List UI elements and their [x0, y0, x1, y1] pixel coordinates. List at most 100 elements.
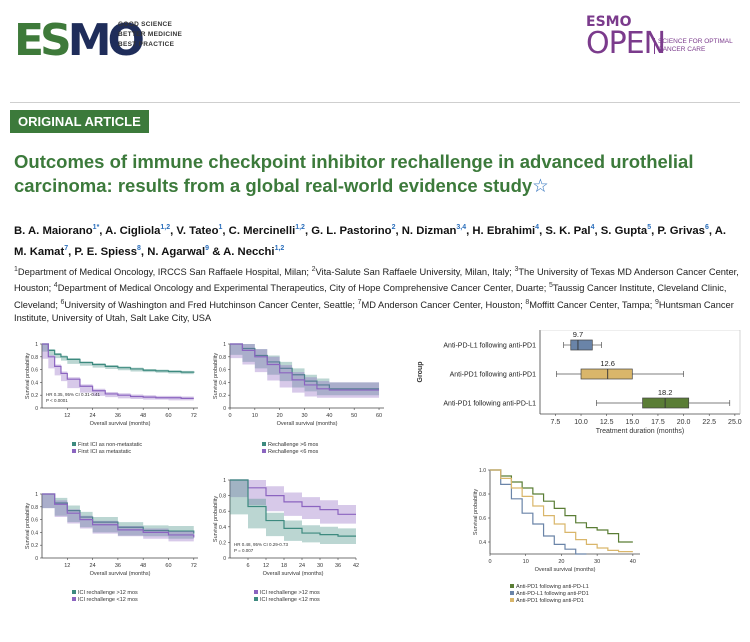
legend-entry: ICI rechallenge <12 mos	[78, 597, 138, 603]
author-name: C. Mercinelli	[228, 224, 296, 237]
author-name: B. A. Maiorano	[14, 224, 93, 237]
survival-curve	[490, 469, 633, 553]
x-tick-label: 40	[630, 559, 636, 565]
affiliation-number: 1	[14, 266, 18, 273]
x-tick-label: 6	[246, 563, 249, 569]
y-tick-label: 0.4	[479, 540, 486, 546]
star-icon[interactable]: ☆	[532, 175, 549, 196]
x-tick-label: 36	[115, 563, 121, 569]
x-axis-label: Overall survival (months)	[535, 567, 596, 573]
median-label: 18.2	[658, 388, 673, 397]
affiliation-number: 8	[525, 298, 530, 306]
affiliation-text: Department of Medical Oncology and Exper…	[57, 283, 549, 294]
legend-swatch	[510, 591, 514, 595]
x-tick-label: 10.0	[574, 419, 588, 426]
hazard-ratio-label: HR 0.35, 95% CI 0.31-0.41	[46, 392, 101, 397]
author-name: A. Cigliola	[105, 224, 161, 237]
y-tick-label: 0	[223, 556, 226, 562]
confidence-band	[42, 494, 194, 539]
esmo-logo: ESMO	[14, 15, 145, 66]
legend-entry: Anti-PD1 following anti-PD1	[516, 598, 584, 604]
legend-swatch	[254, 597, 258, 601]
survival-curve	[230, 343, 380, 391]
y-tick-label: 0	[223, 406, 226, 412]
affiliation-text: Taussig Cancer Institute, Cleveland Clin…	[14, 283, 727, 310]
legend-entry: Rechallenge >6 mos	[268, 442, 319, 448]
confidence-band	[42, 494, 194, 542]
author-affiliation-ref: 2	[391, 224, 396, 231]
x-tick-label: 15.0	[625, 419, 639, 426]
affiliation-text: Vita-Salute San Raffaele University, Mil…	[315, 267, 515, 278]
y-tick-label: 1	[35, 342, 38, 348]
y-axis-label: Survival probability	[25, 353, 31, 399]
affiliation-text: MD Anderson Cancer Center, Houston;	[361, 299, 526, 310]
journal-brand-top: ESMO	[586, 14, 632, 30]
y-tick-label: 0.6	[31, 518, 38, 524]
x-tick-label: 0	[228, 413, 231, 419]
y-axis-label: Survival probability	[213, 496, 219, 542]
x-tick-label: 25.0	[728, 419, 742, 426]
x-axis-label: Treatment duration (months)	[596, 428, 684, 435]
y-tick-label: 0.4	[31, 530, 38, 536]
y-tick-label: 0.4	[219, 525, 226, 531]
author-affiliation-ref: 3,4	[456, 224, 467, 231]
affiliation-text: Huntsman Cancer Institute, University of…	[14, 299, 734, 323]
x-axis-label: Overall survival (months)	[90, 571, 151, 577]
x-axis-label: Overall survival (months)	[277, 421, 338, 427]
survival-curve	[230, 343, 380, 390]
y-tick-label: 0.8	[219, 355, 226, 361]
y-tick-label: 0.4	[219, 380, 226, 386]
x-tick-label: 22.5	[702, 419, 716, 426]
x-tick-label: 72	[191, 413, 197, 419]
y-tick-label: 0.8	[31, 505, 38, 511]
confidence-band	[42, 344, 194, 375]
author-name: H. Ebrahimi	[472, 224, 536, 237]
y-axis-label: Group	[417, 362, 424, 383]
affiliation-number: 2	[311, 266, 316, 273]
y-tick-label: 0.6	[219, 509, 226, 515]
author-affiliation-ref: 5	[647, 224, 652, 231]
x-tick-label: 24	[299, 563, 305, 569]
author-affiliation-ref: 4	[535, 224, 540, 231]
author-name: S. Gupta	[600, 224, 648, 237]
author-affiliation-ref: 8	[137, 244, 141, 252]
box	[580, 368, 633, 380]
y-tick-label: 1	[223, 342, 226, 348]
article-title: Outcomes of immune checkpoint inhibitor …	[14, 150, 734, 198]
x-tick-label: 48	[140, 413, 146, 419]
author-name: P. E. Spiess	[74, 245, 137, 258]
y-tick-label: 0.8	[31, 355, 38, 361]
y-axis-label: Survival probability	[213, 353, 219, 399]
author-name: N. Dizman	[401, 224, 457, 237]
y-tick-label: 0.4	[31, 380, 38, 386]
author-affiliation-ref: 4	[590, 224, 595, 231]
x-axis-label: Overall survival (months)	[90, 421, 151, 427]
group-label: Anti-PD1 following anti-PD1	[450, 372, 536, 379]
x-tick-label: 36	[335, 563, 341, 569]
author-affiliation-ref: 1,2	[160, 224, 171, 231]
x-tick-label: 60	[165, 413, 171, 419]
affiliation-text: The University of Texas MD Anderson Canc…	[14, 267, 739, 294]
author-name: P. Grivas	[657, 224, 705, 237]
x-tick-label: 30	[594, 559, 600, 565]
x-tick-label: 12	[263, 563, 269, 569]
x-tick-label: 30	[317, 563, 323, 569]
author-name: N. Agarwal	[147, 245, 206, 258]
y-tick-label: 0.2	[219, 540, 226, 546]
journal-subtitle-line: SCIENCE FOR OPTIMAL	[658, 38, 733, 45]
tagline-line: BETTER MEDICINE	[118, 31, 183, 38]
author-name: A. M. Kamat	[14, 224, 727, 258]
affiliation-number: 5	[548, 282, 553, 290]
survival-curve	[42, 343, 195, 373]
affiliation-number: 9	[654, 298, 659, 306]
x-tick-label: 36	[115, 413, 121, 419]
y-tick-label: 0.6	[479, 516, 486, 522]
affiliation-list: 1Department of Medical Oncology, IRCCS S…	[14, 263, 739, 325]
x-tick-label: 10	[523, 559, 529, 565]
median-label: 12.6	[600, 359, 615, 368]
x-tick-label: 12	[64, 563, 70, 569]
y-tick-label: 0	[35, 556, 38, 562]
legend-swatch	[72, 590, 76, 594]
box-plot: 7.5 10.0 12.5 15.0 17.5 20.0 22.5 25.0 Treatment…	[417, 330, 742, 435]
